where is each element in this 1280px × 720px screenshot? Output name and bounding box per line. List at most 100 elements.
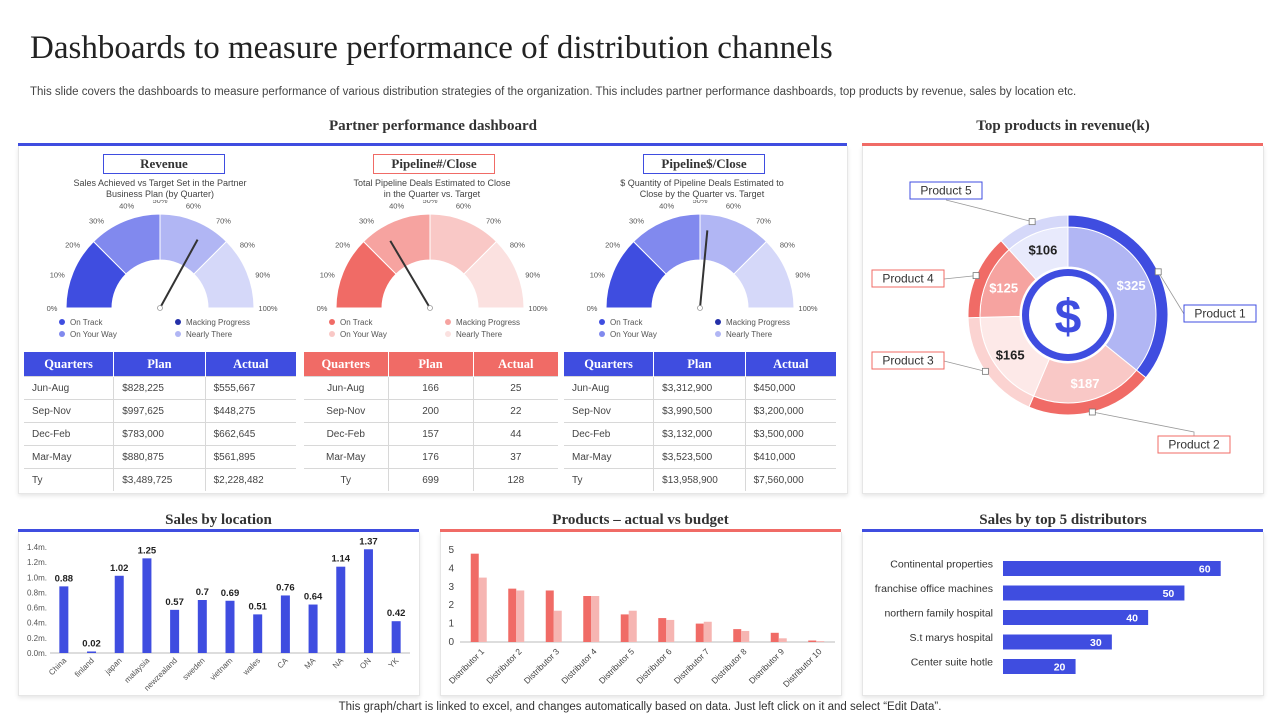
gauge-tick-label: 60% (456, 201, 471, 210)
gauge-tick-label: 70% (486, 217, 501, 226)
table-cell: $2,228,482 (205, 468, 296, 491)
col-header: Quarters (304, 352, 389, 377)
gauge-tick-label: 50% (692, 200, 707, 205)
table-cell: $448,275 (205, 399, 296, 423)
table-cell: $880,875 (113, 445, 206, 469)
legend-label: Nearly There (456, 330, 503, 339)
sales-location-chart: 0.0m. 0.2m. 0.4m. 0.6m. 0.8m. 1.0m. 1.2m. 1.4m.… (27, 536, 410, 693)
gauge-tick-label: 80% (510, 241, 525, 250)
legend-label: On Track (70, 318, 103, 327)
table-cell: $783,000 (113, 422, 206, 446)
table-row: Mar-May $880,875 $561,895 (24, 445, 296, 469)
product-label: Product 2 (1168, 438, 1220, 452)
table-cell: Sep-Nov (564, 399, 655, 423)
partner-dashboard-title: Partner performance dashboard (328, 118, 538, 134)
table-row: Jun-Aug $828,225 $555,667 (24, 376, 296, 400)
budget-bar (516, 590, 525, 642)
table-cell: $3,312,900 (653, 376, 746, 400)
gauge-tick-label: 30% (629, 217, 644, 226)
x-tick-label: ON (358, 656, 373, 671)
legend-marker (599, 331, 605, 337)
table-cell: Mar-May (304, 445, 389, 469)
bar-value-label: 1.25 (138, 545, 157, 556)
distributor-label: franchise office machines (875, 583, 993, 595)
gauge-tick-label: 80% (240, 241, 255, 250)
gauge-segment (733, 240, 795, 309)
table-cell: Jun-Aug (24, 376, 115, 400)
y-tick-label: 0.6m. (27, 604, 47, 613)
table-cell: Mar-May (24, 445, 115, 469)
bar-value-label: 1.02 (110, 563, 129, 574)
location-bar (197, 600, 207, 653)
gauge-desc-revenue: Sales Achieved vs Target Set in the Part… (73, 178, 247, 199)
x-tick-label: japan (103, 656, 124, 677)
table-row: Ty $13,958,900 $7,560,000 (564, 468, 836, 491)
pipeline-count-table: Quarters Plan Actual Jun-Aug 166 25 Sep-No… (304, 352, 558, 491)
actual-bar (583, 596, 592, 642)
table-cell: Sep-Nov (24, 399, 115, 423)
table-cell: Dec-Feb (24, 422, 115, 446)
legend-marker (175, 331, 181, 337)
table-cell: Mar-May (564, 445, 655, 469)
location-bar (308, 604, 318, 653)
gauge-tick-label: 100% (528, 304, 548, 313)
callout-box (1183, 304, 1257, 323)
bar-value-label: 40 (1126, 613, 1138, 625)
bar-value-label: 0.64 (304, 592, 323, 603)
table-cell: Dec-Feb (564, 422, 655, 446)
x-tick-label: Distributor 6 (634, 646, 674, 686)
y-tick-label: 2 (448, 600, 454, 611)
budget-bar (778, 638, 787, 642)
table-cell: $3,990,500 (653, 399, 746, 423)
gauge-tick-label: 20% (605, 241, 620, 250)
table-cell: $555,667 (205, 376, 296, 400)
product-label: Product 1 (1194, 307, 1246, 321)
distributor-bar (1003, 634, 1112, 650)
gauge-label-pipeline-value: Pipeline$/Close (643, 154, 765, 174)
col-header: Plan (113, 352, 206, 377)
gauge-tick-label: 40% (659, 201, 674, 210)
bar-value-label: 0.51 (248, 601, 267, 612)
bar-value-label: 0.42 (387, 608, 406, 619)
budget-bar (703, 621, 712, 642)
y-tick-label: 1.0m. (27, 573, 47, 582)
gauge-tick-label: 0% (587, 304, 598, 313)
gauge-tick-label: 90% (525, 271, 540, 280)
gauge-tick-label: 90% (255, 271, 270, 280)
gauge-tick-label: 20% (335, 241, 350, 250)
gauge-tick-label: 0% (47, 304, 58, 313)
legend-marker (329, 319, 335, 325)
x-tick-label: vietnam (208, 656, 234, 682)
x-tick-label: finland (73, 656, 96, 679)
callout-box (871, 269, 945, 288)
x-tick-label: CA (276, 656, 291, 671)
distributors-title: Sales by top 5 distributors (979, 512, 1147, 528)
col-header: Quarters (564, 352, 655, 377)
gauge-tick-label: 10% (590, 271, 605, 280)
location-bar (142, 558, 152, 653)
budget-bar (478, 577, 487, 642)
dollar-icon: $ (1055, 291, 1082, 344)
distributors-accent-bar (862, 529, 1263, 532)
x-tick-label: sweden (181, 656, 207, 682)
x-tick-label: Distributor 1 (447, 646, 487, 686)
table-cell: Jun-Aug (304, 376, 389, 400)
donut-value-label: $187 (1071, 376, 1100, 391)
callout-line (943, 360, 986, 372)
legend-label: Macking Progress (186, 318, 250, 327)
actual-bar (545, 590, 554, 642)
col-header: Quarters (24, 352, 115, 377)
gauge-tick-label: 70% (756, 217, 771, 226)
gauge-tick-label: 30% (89, 217, 104, 226)
legend-marker (445, 319, 451, 325)
callout-line (943, 275, 977, 280)
callout-line (1157, 271, 1185, 315)
x-tick-label: Distributor 8 (709, 646, 749, 686)
col-header: Plan (388, 352, 474, 377)
location-bar (170, 609, 180, 653)
table-row: Jun-Aug $3,312,900 $450,000 (564, 376, 836, 400)
revenue-table: Quarters Plan Actual Jun-Aug $828,225 $555… (24, 352, 296, 491)
donut-value-label: $325 (1117, 278, 1146, 293)
legend-marker (715, 331, 721, 337)
bar-value-label: 0.76 (276, 582, 295, 593)
